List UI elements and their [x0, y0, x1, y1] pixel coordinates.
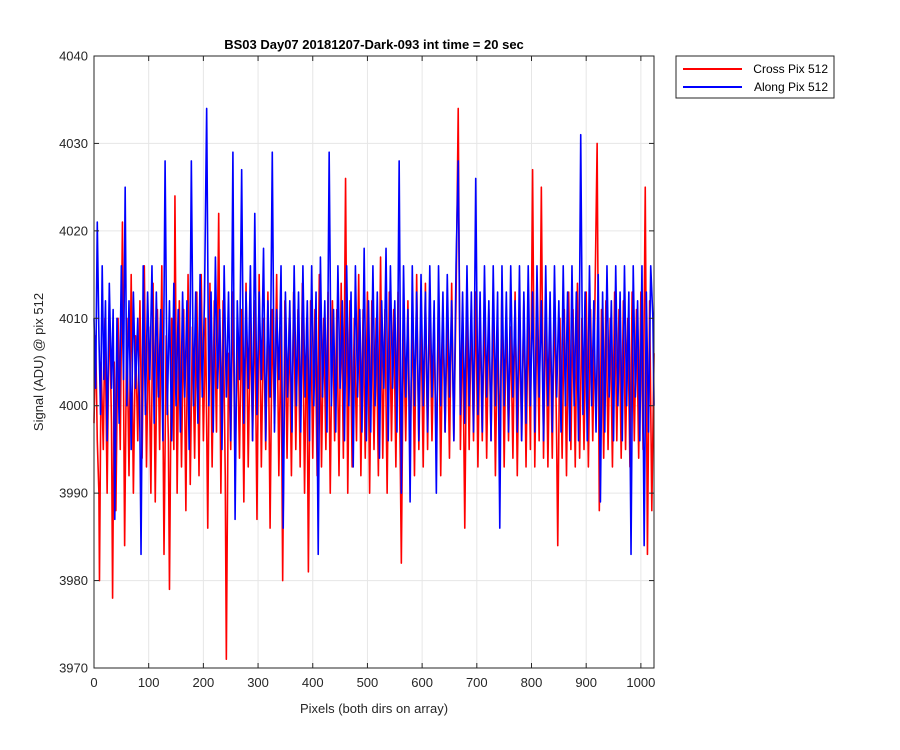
x-axis-label: Pixels (both dirs on array)	[300, 701, 448, 716]
y-tick-label: 4040	[59, 49, 88, 64]
legend-box	[675, 55, 835, 99]
y-tick-label: 3980	[59, 573, 88, 588]
y-tick-label: 4020	[59, 223, 88, 238]
x-tick-label: 400	[302, 675, 324, 690]
series-layer	[93, 107, 655, 661]
x-tick-label: 0	[90, 675, 97, 690]
x-tick-label: 300	[247, 675, 269, 690]
y-tick-label: 4010	[59, 311, 88, 326]
y-tick-label: 3970	[59, 661, 88, 676]
y-axis-label: Signal (ADU) @ pix 512	[31, 293, 46, 431]
x-tick-label: 700	[466, 675, 488, 690]
x-tick-label: 1000	[626, 675, 655, 690]
x-tick-label: 200	[193, 675, 215, 690]
y-tick-label: 4000	[59, 398, 88, 413]
y-tick-label: 3990	[59, 486, 88, 501]
ticks: 0 100 200 300 400 500 600 700 800 900 1000 3970 3980…	[59, 49, 655, 691]
chart-title: BS03 Day07 20181207-Dark-093 int time = …	[224, 37, 524, 52]
legend: Cross Pix 512 Along Pix 512	[675, 55, 835, 99]
y-tick-label: 4030	[59, 136, 88, 151]
x-tick-label: 100	[138, 675, 160, 690]
x-tick-label: 800	[521, 675, 543, 690]
legend-label-along: Along Pix 512	[754, 80, 828, 94]
x-tick-label: 900	[575, 675, 597, 690]
axes-box	[93, 55, 655, 669]
x-tick-label: 600	[411, 675, 433, 690]
x-tick-label: 500	[357, 675, 379, 690]
legend-label-cross: Cross Pix 512	[753, 62, 828, 76]
series-line-along-pix-512	[93, 107, 655, 556]
